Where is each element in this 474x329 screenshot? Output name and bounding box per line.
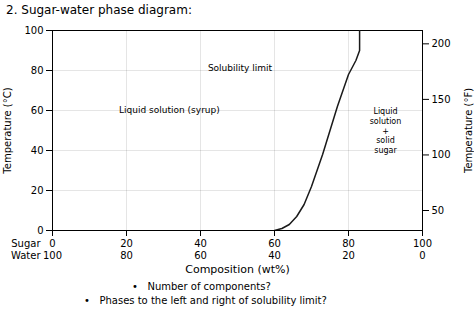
svg-text:Water: Water [11,250,41,261]
svg-text:40: 40 [268,250,281,261]
svg-text:Composition (wt%): Composition (wt%) [185,263,290,276]
svg-text:40: 40 [31,145,44,156]
svg-text:20: 20 [342,250,355,261]
svg-text:200: 200 [432,38,451,49]
svg-text:50: 50 [432,205,445,216]
svg-text:Solubility limit: Solubility limit [208,63,273,73]
svg-text:40: 40 [194,238,207,249]
svg-text:Liquidsolution+solidsugar: Liquidsolution+solidsugar [370,107,402,154]
svg-text:60: 60 [268,238,281,249]
svg-text:20: 20 [120,238,133,249]
svg-text:Temperature (°C): Temperature (°C) [2,87,13,174]
svg-text:150: 150 [432,94,451,105]
svg-text:Liquid solution (syrup): Liquid solution (syrup) [119,105,220,115]
svg-text:Sugar: Sugar [11,238,41,249]
svg-text:100: 100 [413,238,432,249]
html-text:• Phases to the left and right: • Phases to the left and right of solubi… [84,295,327,306]
svg-text:80: 80 [342,238,355,249]
svg-text:100: 100 [43,250,62,261]
html-text:2. Sugar-water phase diagram:: 2. Sugar-water phase diagram: [6,3,192,17]
svg-text:20: 20 [31,185,44,196]
svg-text:60: 60 [31,105,44,116]
svg-text:100: 100 [24,25,43,36]
svg-text:0: 0 [49,238,55,249]
svg-text:Temperature (°F): Temperature (°F) [463,88,474,174]
svg-text:60: 60 [194,250,207,261]
svg-text:100: 100 [432,149,451,160]
svg-text:80: 80 [120,250,133,261]
html-text:• Number of components?: • Number of components? [132,281,271,292]
svg-text:0: 0 [37,225,43,236]
svg-text:80: 80 [31,65,44,76]
svg-text:0: 0 [419,250,425,261]
